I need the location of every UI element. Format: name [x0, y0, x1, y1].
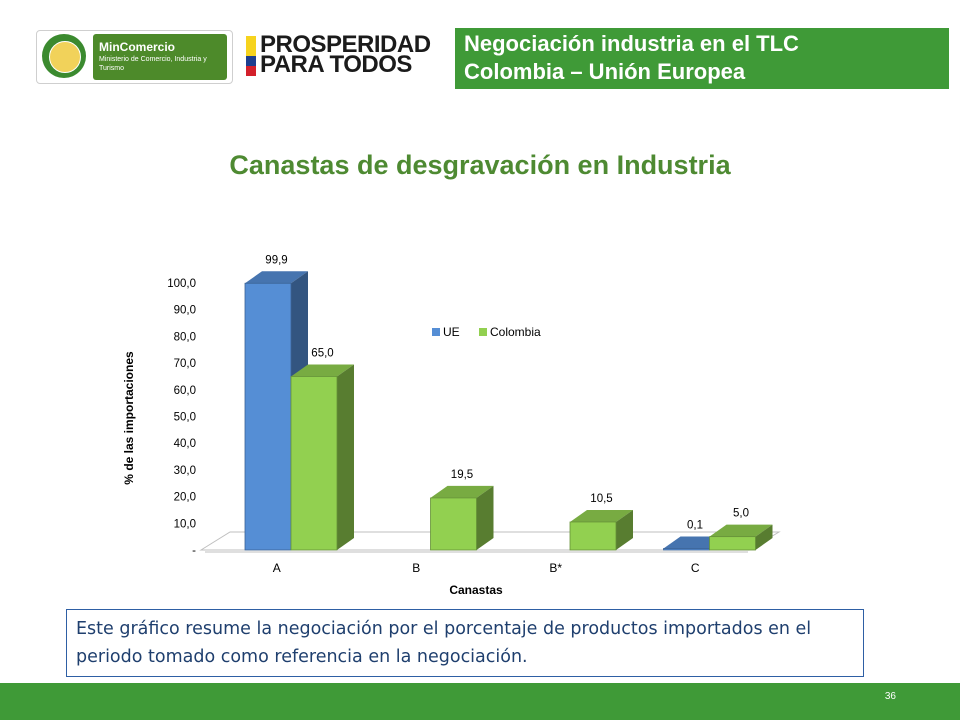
bar-colombia-c-top	[709, 524, 773, 537]
bar-colombia-bstar-data-label: 10,5	[590, 493, 612, 505]
y-tick-label: 70,0	[174, 358, 196, 370]
y-tick-label: 40,0	[174, 438, 196, 450]
legend-swatch-ue	[432, 328, 440, 336]
legend-label-colombia: Colombia	[490, 325, 541, 339]
y-tick-label: 60,0	[174, 385, 196, 397]
page-number: 36	[884, 691, 896, 702]
chart-description: Este gráfico resume la negociación por e…	[66, 609, 864, 677]
x-tick-label: A	[273, 561, 281, 575]
bar-colombia-bstar	[569, 521, 617, 551]
bar-colombia-c-side	[755, 524, 773, 550]
y-tick-label: 50,0	[174, 412, 196, 424]
bar-colombia-b-top	[430, 485, 494, 498]
x-tick-label: C	[691, 561, 700, 575]
legend-swatch-colombia	[479, 328, 487, 336]
y-tick-label: 80,0	[174, 331, 196, 343]
chart-title: Canastas de desgravación en Industria	[229, 150, 731, 180]
slide-title-line1: Negociación industria en el TLC	[464, 31, 799, 56]
colombia-seal-icon	[42, 34, 86, 78]
footer-bar: 36	[0, 683, 960, 720]
y-tick-label: 30,0	[174, 465, 196, 477]
y-tick-label: 100,0	[167, 278, 196, 290]
y-tick-label: 20,0	[174, 492, 196, 504]
x-tick-label: B	[412, 561, 420, 575]
bar-ue-a-data-label: 99,9	[265, 254, 287, 266]
mincomercio-name: MinComercio	[99, 40, 176, 54]
bar-ue-a	[244, 282, 292, 551]
bar-colombia-c-data-label: 5,0	[733, 508, 749, 520]
bar-colombia-b	[430, 497, 477, 551]
bar-colombia-b-side	[476, 485, 494, 550]
y-tick-label: -	[192, 545, 196, 557]
bar-colombia-bstar-side	[616, 509, 633, 550]
slide-title-box: Negociación industria en el TLC Colombia…	[455, 28, 949, 89]
x-tick-label: B*	[549, 561, 562, 575]
bar-colombia-a-side	[337, 364, 354, 550]
mincomercio-subtitle: Ministerio de Comercio, Industria y Turi…	[99, 56, 207, 72]
x-axis-label: Canastas	[449, 583, 503, 597]
bar-colombia-c	[709, 536, 756, 551]
prosperidad-logo: PROSPERIDAD PARA TODOS	[260, 31, 431, 78]
y-tick-label: 10,0	[174, 518, 196, 530]
legend-label-ue: UE	[443, 325, 460, 339]
mincomercio-box: MinComercio Ministerio de Comercio, Indu…	[93, 34, 227, 80]
prosperidad-line2: PARA TODOS	[260, 51, 412, 78]
y-axis-label: % de las importaciones	[122, 351, 136, 485]
bar-ue-c-data-label: 0,1	[687, 520, 703, 532]
prosperidad-line1: PROSPERIDAD	[260, 31, 431, 58]
mincomercio-logo: MinComercio Ministerio de Comercio, Indu…	[36, 30, 233, 84]
slide-title: Negociación industria en el TLC Colombia…	[464, 30, 799, 86]
bar-ue-c	[663, 548, 710, 551]
chart-floor	[199, 531, 781, 551]
bar-ue-a-top	[245, 271, 308, 284]
bar-colombia-a-data-label: 65,0	[311, 347, 333, 359]
bar-colombia-b-data-label: 19,5	[451, 469, 473, 481]
slide-title-line2: Colombia – Unión Europea	[464, 59, 746, 84]
y-tick-label: 90,0	[174, 305, 196, 317]
bar-colombia-a-top	[291, 364, 354, 377]
bar-colombia-bstar-top	[570, 509, 633, 522]
colombia-flag-icon	[246, 36, 256, 76]
bar-colombia-a	[290, 376, 338, 551]
